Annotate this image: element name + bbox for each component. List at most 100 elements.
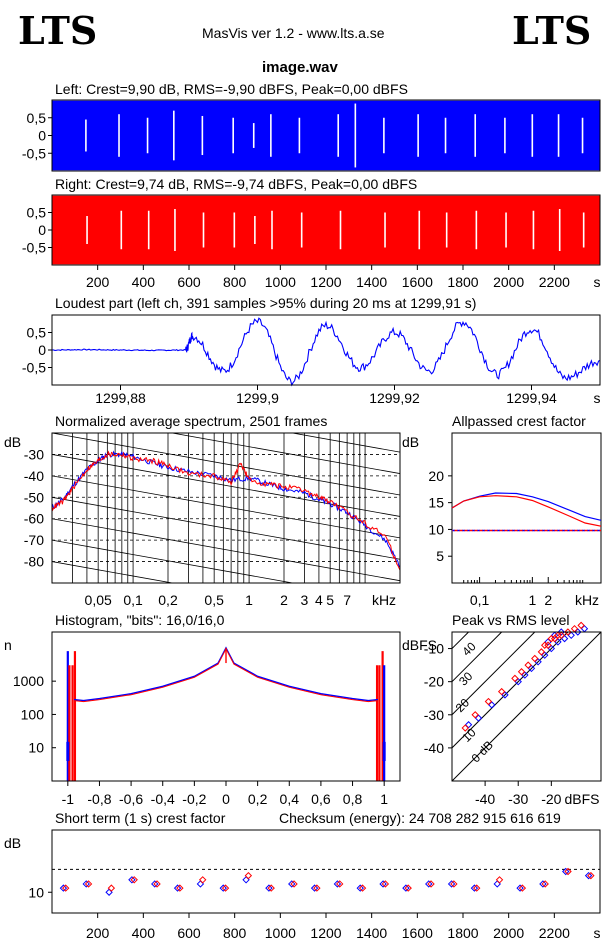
right-wave-dip-6 — [254, 216, 256, 244]
histogram-xtick-label-3: -0,4 — [151, 791, 175, 807]
right-wave-dip-2 — [147, 210, 150, 250]
short-term-point-0-5 — [173, 884, 182, 892]
spectrum-xtick-label-4: 1 — [245, 592, 253, 608]
short-term-xtick-label-6: 1400 — [356, 925, 387, 941]
short-term-point-1-12 — [335, 880, 344, 888]
histogram-xtick-label-5: 0 — [222, 791, 230, 807]
wave-xtick-label-4: 1000 — [265, 274, 296, 290]
allpassed-frame — [451, 432, 602, 584]
short-term-point-0-19 — [493, 880, 501, 888]
histogram-xtick-label-0: -1 — [62, 791, 75, 807]
short-term-point-0-2 — [105, 888, 113, 896]
peak-rms-diag-4 — [451, 631, 469, 649]
spectrum-ytick-label-3: -60 — [24, 511, 44, 527]
short-term-x-unit: s — [594, 925, 601, 941]
short-term-point-1-13 — [358, 884, 367, 892]
peak-rms-point-1-15 — [541, 641, 549, 649]
allpassed-ylabel: dB — [402, 434, 419, 450]
right-wave-dip-7 — [271, 210, 273, 250]
short-term-point-1-9 — [267, 884, 275, 892]
right-wave-dip-17 — [582, 212, 585, 248]
peak-rms-point-1-17 — [554, 631, 562, 640]
short-term-point-1-0 — [61, 884, 70, 892]
spectrum-xtick-label-9: 7 — [343, 592, 351, 608]
right-wave-dip-12 — [445, 212, 448, 248]
spectrum-diag-12 — [52, 518, 400, 582]
short-term-point-0-4 — [151, 880, 159, 888]
peak-rms-point-1-6 — [524, 661, 532, 669]
wave-xtick-label-1: 400 — [132, 274, 156, 290]
allpassed-x-unit: kHz — [575, 592, 599, 608]
left-wave-title: Left: Crest=9,90 dB, RMS=-9,90 dBFS, Pea… — [55, 81, 408, 97]
peak-rms-xlabel: dBFS — [564, 791, 599, 807]
wave-xtick-label-5: 1200 — [310, 274, 341, 290]
short-term-point-1-18 — [472, 884, 481, 892]
histogram-title: Histogram, "bits": 16,0/16,0 — [55, 612, 225, 628]
spectrum-diag-7 — [169, 433, 400, 474]
left-wave-dip-15 — [504, 117, 506, 154]
app-title: MasVis ver 1.2 - www.lts.a.se — [202, 25, 385, 41]
short-term-point-0-6 — [196, 880, 205, 888]
short-term-point-0-1 — [82, 880, 90, 888]
loudest-series — [51, 317, 601, 387]
short-term-point-0-20 — [516, 884, 524, 892]
peak-rms-diag-3 — [451, 631, 503, 683]
spectrum-ytick-label-4: -70 — [24, 532, 44, 548]
short-term-point-1-10 — [290, 880, 298, 888]
right-wave-title: Right: Crest=9,74 dB, RMS=-9,74 dBFS, Pe… — [55, 176, 418, 192]
short-term-point-1-17 — [450, 880, 458, 888]
short-term-xtick-label-9: 2000 — [493, 925, 524, 941]
peak-rms-diag-label-4: 40 — [459, 639, 479, 659]
peak-rms-xtick-label-0: -40 — [475, 791, 495, 807]
short-term-point-1-4 — [153, 880, 161, 888]
spectrum-xtick-label-8: 5 — [326, 592, 334, 608]
spectrum-xtick-label-3: 0,5 — [204, 592, 224, 608]
peak-rms-point-1-12 — [564, 628, 572, 636]
short-term-xtick-label-3: 800 — [223, 925, 247, 941]
left-wave-ytick-label-2: -0,5 — [22, 145, 46, 161]
loudest-ytick-label-0: 0,5 — [27, 325, 47, 341]
right-wave-dip-8 — [300, 212, 303, 248]
wave-xtick-label-9: 2000 — [493, 274, 524, 290]
spectrum-xtick-label-6: 3 — [301, 592, 309, 608]
right-wave-dip-16 — [558, 209, 561, 251]
peak-rms-diag-0 — [451, 631, 602, 782]
peak-rms-diag-label-3: 30 — [456, 669, 476, 689]
spectrum-diag-9 — [52, 454, 400, 517]
histogram-xtick-label-4: -0,2 — [182, 791, 206, 807]
peak-rms-ytick-label-3: -40 — [424, 740, 444, 756]
short-term-point-0-22 — [562, 867, 570, 876]
peak-rms-ytick-label-2: -30 — [424, 707, 444, 723]
short-term-point-1-11 — [313, 884, 321, 892]
right-wave-dip-1 — [120, 210, 123, 250]
right-wave-dip-5 — [233, 212, 236, 248]
histogram-ytick-label-2: 10 — [28, 740, 44, 756]
left-wave-dip-10 — [354, 103, 357, 168]
loudest-xtick-label-0: 1299,88 — [95, 390, 146, 406]
left-wave-envelope — [52, 100, 600, 171]
short-term-point-1-16 — [427, 880, 435, 888]
right-wave-dip-3 — [174, 209, 176, 251]
spectrum-xtick-label-1: 0,1 — [123, 592, 143, 608]
allpassed-ytick-label-2: 10 — [428, 521, 444, 537]
histogram-xtick-label-9: 0,8 — [343, 791, 363, 807]
short-term-point-0-14 — [379, 880, 387, 888]
spectrum-series-1 — [51, 450, 401, 571]
short-term-point-1-14 — [381, 880, 390, 888]
short-term-point-0-18 — [470, 884, 479, 892]
peak-rms-xtick-label-2: -20 — [541, 791, 561, 807]
short-term-point-1-15 — [404, 884, 412, 892]
left-wave-dip-16 — [531, 114, 534, 157]
spectrum-diag-6 — [290, 433, 400, 453]
spectrum-ytick-label-5: -80 — [24, 554, 44, 570]
short-term-point-0-9 — [265, 884, 273, 892]
spectrum-xtick-label-7: 4 — [315, 592, 323, 608]
peak-rms-diag-label-0: 0 dB — [469, 738, 496, 765]
wave-x-unit: s — [594, 274, 601, 290]
peak-rms-point-1-7 — [531, 654, 539, 663]
spectrum-xtick-label-0: 0,05 — [85, 592, 112, 608]
allpassed-ytick-label-0: 20 — [428, 468, 444, 484]
spectrum-xtick-label-2: 0,2 — [158, 592, 178, 608]
short-term-point-0-23 — [584, 871, 593, 880]
